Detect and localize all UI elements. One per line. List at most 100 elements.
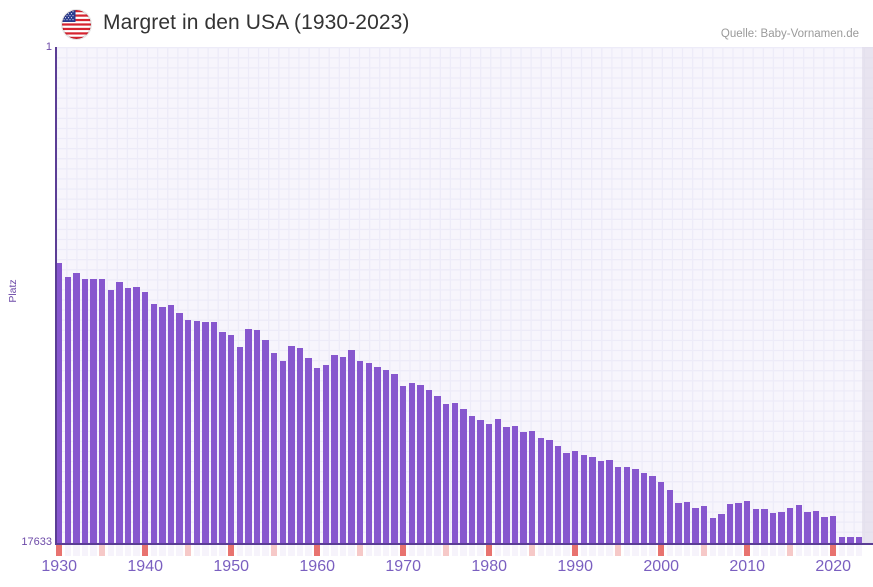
bar-1973[interactable]: [425, 390, 433, 543]
bar-1951[interactable]: [236, 347, 243, 543]
bar-1994[interactable]: [606, 460, 613, 543]
bar-1960[interactable]: [314, 368, 321, 543]
bar-1945[interactable]: [185, 320, 192, 543]
x-tick-1950: [228, 545, 235, 556]
bar-2005[interactable]: [701, 506, 708, 543]
bar-1947[interactable]: [202, 322, 209, 543]
bar-1961[interactable]: [322, 365, 329, 543]
bar-1938[interactable]: [124, 288, 132, 543]
bar-2012[interactable]: [761, 509, 768, 543]
bar-1985[interactable]: [529, 431, 536, 543]
bar-1952[interactable]: [245, 329, 252, 543]
bar-1967[interactable]: [374, 367, 381, 543]
bar-2004[interactable]: [692, 508, 699, 543]
x-tick-1979: [477, 545, 484, 556]
bar-2020[interactable]: [830, 516, 837, 543]
bar-2009[interactable]: [735, 503, 742, 543]
bar-1986[interactable]: [537, 438, 544, 543]
bar-1959[interactable]: [305, 358, 312, 543]
bar-1949[interactable]: [219, 332, 226, 543]
bar-1993[interactable]: [597, 461, 605, 543]
bar-1954[interactable]: [262, 340, 269, 543]
bar-1987[interactable]: [546, 440, 553, 543]
bar-1964[interactable]: [348, 350, 355, 543]
bar-1940[interactable]: [142, 292, 149, 543]
bar-1930[interactable]: [56, 263, 63, 543]
bar-1980[interactable]: [486, 424, 493, 543]
bar-2013[interactable]: [769, 513, 777, 543]
bar-2015[interactable]: [787, 508, 794, 543]
bar-2014[interactable]: [778, 512, 785, 543]
bar-2007[interactable]: [718, 514, 725, 543]
bar-2003[interactable]: [683, 502, 691, 543]
bar-1944[interactable]: [176, 313, 183, 543]
bar-1979[interactable]: [477, 420, 484, 543]
bar-1992[interactable]: [589, 457, 596, 543]
bar-1975[interactable]: [443, 404, 450, 543]
bar-1956[interactable]: [279, 361, 286, 543]
bar-1996[interactable]: [623, 467, 630, 543]
bar-1953[interactable]: [253, 330, 261, 543]
bar-2019[interactable]: [821, 517, 828, 543]
bar-1943[interactable]: [167, 305, 175, 543]
bar-1946[interactable]: [193, 321, 200, 543]
bar-1958[interactable]: [296, 348, 304, 543]
bar-2022[interactable]: [847, 537, 854, 543]
bar-2023[interactable]: [855, 537, 863, 543]
bar-1935[interactable]: [99, 279, 106, 543]
bar-1941[interactable]: [150, 304, 157, 543]
bar-1972[interactable]: [417, 385, 424, 543]
bar-1991[interactable]: [580, 455, 587, 543]
bar-1931[interactable]: [64, 277, 71, 543]
bar-1955[interactable]: [271, 353, 278, 543]
bar-1984[interactable]: [520, 432, 527, 543]
bar-1962[interactable]: [331, 355, 338, 543]
bar-2010[interactable]: [744, 501, 751, 543]
bar-2006[interactable]: [709, 518, 716, 543]
bar-1942[interactable]: [159, 307, 166, 543]
bar-1995[interactable]: [615, 467, 622, 543]
bar-1966[interactable]: [365, 363, 372, 543]
bar-1997[interactable]: [632, 469, 639, 543]
bar-1974[interactable]: [434, 396, 441, 543]
bar-2016[interactable]: [795, 505, 802, 543]
bar-1981[interactable]: [494, 419, 501, 543]
bar-1963[interactable]: [339, 357, 347, 543]
bar-2021[interactable]: [838, 537, 845, 543]
bar-1989[interactable]: [563, 453, 570, 543]
bar-1937[interactable]: [116, 282, 123, 543]
bar-1968[interactable]: [382, 370, 390, 543]
x-tick-2023: [855, 545, 863, 556]
bar-1957[interactable]: [288, 346, 295, 543]
bar-2002[interactable]: [675, 503, 682, 543]
bar-1977[interactable]: [460, 409, 467, 543]
bar-1988[interactable]: [554, 446, 562, 543]
bar-2000[interactable]: [658, 482, 665, 543]
bar-1939[interactable]: [133, 287, 140, 543]
x-tick-2001: [666, 545, 673, 556]
bar-1998[interactable]: [640, 473, 648, 543]
bar-2017[interactable]: [804, 512, 811, 543]
bar-1965[interactable]: [357, 361, 364, 543]
bar-1990[interactable]: [572, 451, 579, 543]
bar-1950[interactable]: [228, 335, 235, 543]
bar-1999[interactable]: [649, 476, 656, 543]
bar-1982[interactable]: [503, 427, 510, 543]
bar-2018[interactable]: [812, 511, 820, 543]
bar-1969[interactable]: [391, 374, 398, 543]
bar-2008[interactable]: [726, 504, 734, 543]
bar-1936[interactable]: [107, 290, 114, 543]
bar-1933[interactable]: [81, 279, 89, 543]
bar-1976[interactable]: [451, 403, 458, 543]
bar-1978[interactable]: [468, 416, 476, 543]
bar-1983[interactable]: [511, 426, 519, 543]
bar-1932[interactable]: [73, 273, 80, 543]
bar-2011[interactable]: [752, 509, 759, 543]
bar-2001[interactable]: [666, 490, 673, 543]
bar-1934[interactable]: [90, 279, 97, 543]
bar-1971[interactable]: [408, 383, 415, 543]
x-tick-1947: [202, 545, 209, 556]
bar-1948[interactable]: [210, 322, 218, 543]
bar-1970[interactable]: [400, 386, 407, 543]
x-tick-1969: [391, 545, 398, 556]
